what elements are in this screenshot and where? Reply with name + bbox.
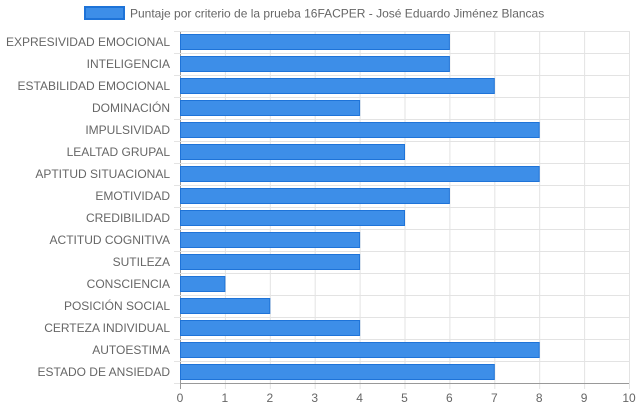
bar[interactable] — [180, 232, 361, 248]
x-tick-labels: 0 1 2 3 4 5 6 7 8 9 10 — [177, 391, 636, 405]
category-label: APTITUD SITUACIONAL — [35, 167, 170, 181]
category-label: CERTEZA INDIVIDUAL — [44, 321, 170, 335]
x-tick-label: 1 — [222, 391, 229, 405]
category-label: DOMINACIÓN — [92, 100, 170, 115]
category-label: ACTITUD COGNITIVA — [50, 233, 170, 247]
bar[interactable] — [180, 56, 450, 72]
category-label: POSICIÓN SOCIAL — [64, 298, 170, 313]
category-label: SUTILEZA — [113, 255, 170, 269]
x-tick-label: 8 — [536, 391, 543, 405]
x-tick-label: 5 — [401, 391, 408, 405]
bar[interactable] — [180, 320, 361, 336]
x-tick-label: 4 — [356, 391, 363, 405]
bar[interactable] — [180, 254, 361, 270]
bar[interactable] — [180, 342, 540, 358]
bar[interactable] — [180, 188, 450, 204]
x-tick-label: 2 — [266, 391, 273, 405]
bar[interactable] — [180, 100, 361, 116]
bar[interactable] — [180, 122, 540, 138]
legend-label[interactable]: Puntaje por criterio de la prueba 16FACP… — [130, 7, 544, 21]
bar[interactable] — [180, 298, 271, 314]
category-label: EMOTIVIDAD — [95, 189, 170, 203]
category-label: EXPRESIVIDAD EMOCIONAL — [6, 35, 170, 49]
category-label: IMPULSIVIDAD — [85, 123, 170, 137]
bar[interactable] — [180, 34, 450, 50]
category-label: CREDIBILIDAD — [86, 211, 170, 225]
category-label: INTELIGENCIA — [87, 57, 170, 71]
bar[interactable] — [180, 78, 495, 94]
category-label: ESTADO DE ANSIEDAD — [38, 365, 171, 379]
category-label: CONSCIENCIA — [87, 277, 170, 291]
bar[interactable] — [180, 364, 495, 380]
category-label: AUTOESTIMA — [92, 343, 170, 357]
x-tick-label: 0 — [177, 391, 184, 405]
bar[interactable] — [180, 166, 540, 182]
x-tick-label: 9 — [581, 391, 588, 405]
category-label: LEALTAD GRUPAL — [67, 145, 171, 159]
x-tick-label: 10 — [622, 391, 636, 405]
category-labels: EXPRESIVIDAD EMOCIONAL INTELIGENCIA ESTABI… — [6, 35, 170, 379]
bars — [180, 34, 540, 380]
x-tick-label: 3 — [311, 391, 318, 405]
bar[interactable] — [180, 276, 226, 292]
x-tick-label: 7 — [491, 391, 498, 405]
x-tick-label: 6 — [446, 391, 453, 405]
category-label: ESTABILIDAD EMOCIONAL — [18, 79, 171, 93]
bar[interactable] — [180, 144, 405, 160]
legend-swatch[interactable] — [84, 6, 125, 20]
bar[interactable] — [180, 210, 405, 226]
legend[interactable]: Puntaje por criterio de la prueba 16FACP… — [84, 6, 544, 21]
